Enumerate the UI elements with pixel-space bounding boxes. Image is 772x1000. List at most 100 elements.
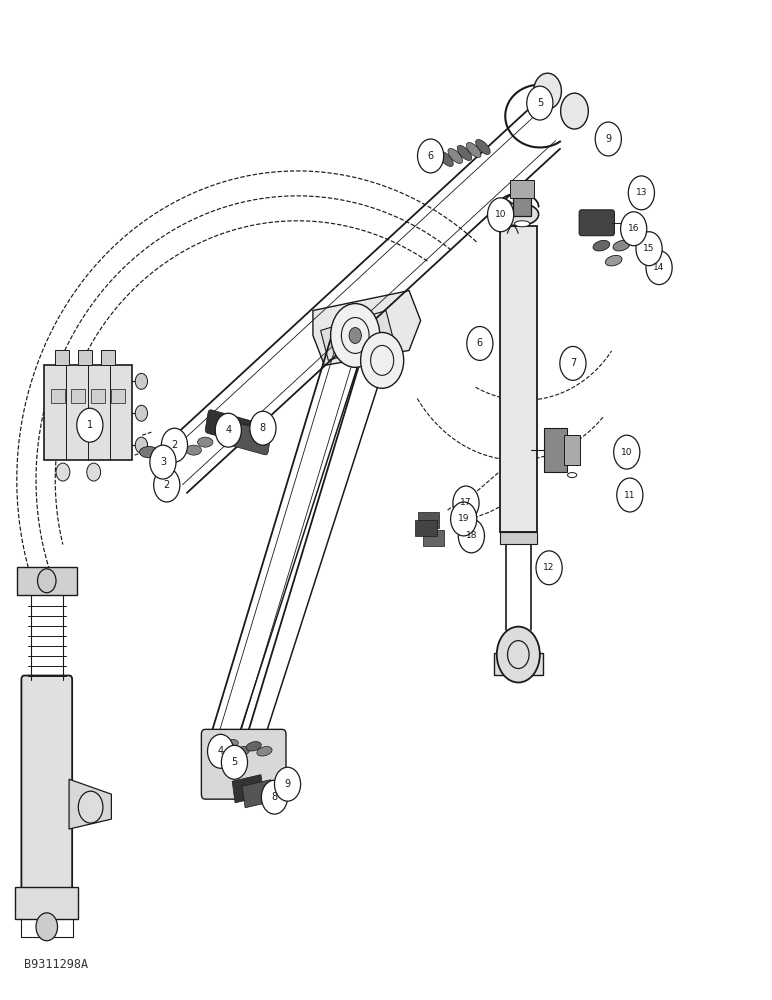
Ellipse shape — [448, 148, 462, 163]
Ellipse shape — [605, 255, 622, 266]
Ellipse shape — [503, 199, 515, 212]
Bar — [564, 435, 580, 465]
Circle shape — [536, 551, 562, 585]
Bar — [499, 532, 537, 544]
Ellipse shape — [257, 747, 272, 756]
Circle shape — [208, 734, 234, 768]
Bar — [17, 567, 76, 595]
Circle shape — [349, 327, 361, 343]
Circle shape — [560, 93, 588, 129]
Circle shape — [135, 405, 147, 421]
Ellipse shape — [438, 151, 453, 166]
Ellipse shape — [140, 447, 159, 458]
Bar — [232, 775, 264, 803]
Circle shape — [262, 780, 287, 814]
Ellipse shape — [466, 142, 481, 157]
Text: 9: 9 — [605, 134, 611, 144]
Ellipse shape — [198, 437, 213, 447]
Circle shape — [330, 304, 380, 367]
Text: 6: 6 — [477, 338, 483, 348]
Ellipse shape — [171, 441, 186, 450]
Circle shape — [628, 176, 655, 210]
Text: 18: 18 — [466, 531, 477, 540]
Text: 5: 5 — [232, 757, 238, 767]
Circle shape — [418, 139, 444, 173]
Text: 8: 8 — [272, 792, 277, 802]
FancyBboxPatch shape — [579, 210, 615, 236]
Bar — [510, 180, 534, 198]
Bar — [513, 184, 531, 216]
Text: 4: 4 — [225, 425, 232, 435]
Text: 7: 7 — [570, 358, 576, 368]
Ellipse shape — [186, 445, 201, 455]
Circle shape — [488, 198, 513, 232]
Bar — [15, 887, 78, 919]
Text: 6: 6 — [428, 151, 434, 161]
Text: 17: 17 — [460, 498, 472, 507]
Circle shape — [161, 428, 188, 462]
Text: 8: 8 — [260, 423, 266, 433]
Circle shape — [86, 463, 100, 481]
Bar — [101, 350, 115, 365]
Circle shape — [275, 767, 300, 801]
FancyBboxPatch shape — [221, 420, 271, 455]
Bar — [78, 350, 92, 365]
Ellipse shape — [496, 204, 507, 217]
Ellipse shape — [154, 452, 171, 462]
Ellipse shape — [498, 203, 539, 226]
Text: 13: 13 — [635, 188, 647, 197]
Polygon shape — [499, 226, 537, 532]
Circle shape — [250, 411, 276, 445]
Circle shape — [135, 373, 147, 389]
Bar — [423, 530, 445, 546]
Ellipse shape — [476, 139, 490, 154]
Bar — [543, 428, 567, 472]
Circle shape — [646, 251, 672, 285]
Text: 19: 19 — [458, 514, 469, 523]
Bar — [91, 389, 105, 403]
Circle shape — [150, 445, 176, 479]
Circle shape — [154, 468, 180, 502]
Circle shape — [451, 502, 477, 536]
Circle shape — [459, 519, 485, 553]
Ellipse shape — [246, 742, 261, 751]
Text: 3: 3 — [160, 457, 166, 467]
Polygon shape — [313, 291, 421, 365]
Text: 2: 2 — [164, 480, 170, 490]
Text: B9311298A: B9311298A — [25, 958, 89, 971]
Circle shape — [78, 791, 103, 823]
FancyBboxPatch shape — [44, 365, 132, 460]
Ellipse shape — [457, 145, 472, 160]
Bar — [242, 780, 274, 808]
Text: 16: 16 — [628, 224, 639, 233]
Text: 10: 10 — [621, 448, 632, 457]
FancyBboxPatch shape — [201, 729, 286, 799]
Circle shape — [36, 913, 58, 941]
Text: 12: 12 — [543, 563, 555, 572]
Bar — [111, 389, 125, 403]
Circle shape — [560, 346, 586, 380]
Circle shape — [507, 641, 529, 669]
Text: 4: 4 — [218, 746, 224, 756]
Polygon shape — [69, 779, 111, 829]
Text: 14: 14 — [653, 263, 665, 272]
Circle shape — [341, 318, 369, 353]
Circle shape — [533, 73, 561, 109]
Circle shape — [215, 413, 242, 447]
Bar — [493, 653, 543, 675]
Ellipse shape — [514, 221, 530, 227]
Text: 9: 9 — [284, 779, 290, 789]
Text: 1: 1 — [86, 420, 93, 430]
FancyBboxPatch shape — [22, 676, 72, 893]
Ellipse shape — [223, 740, 239, 749]
Ellipse shape — [567, 473, 577, 478]
Circle shape — [371, 345, 394, 375]
Polygon shape — [320, 311, 394, 360]
Bar — [415, 520, 437, 536]
Circle shape — [361, 332, 404, 388]
Circle shape — [56, 463, 69, 481]
Circle shape — [636, 232, 662, 266]
Circle shape — [76, 408, 103, 442]
Circle shape — [496, 627, 540, 682]
Bar — [418, 512, 439, 528]
